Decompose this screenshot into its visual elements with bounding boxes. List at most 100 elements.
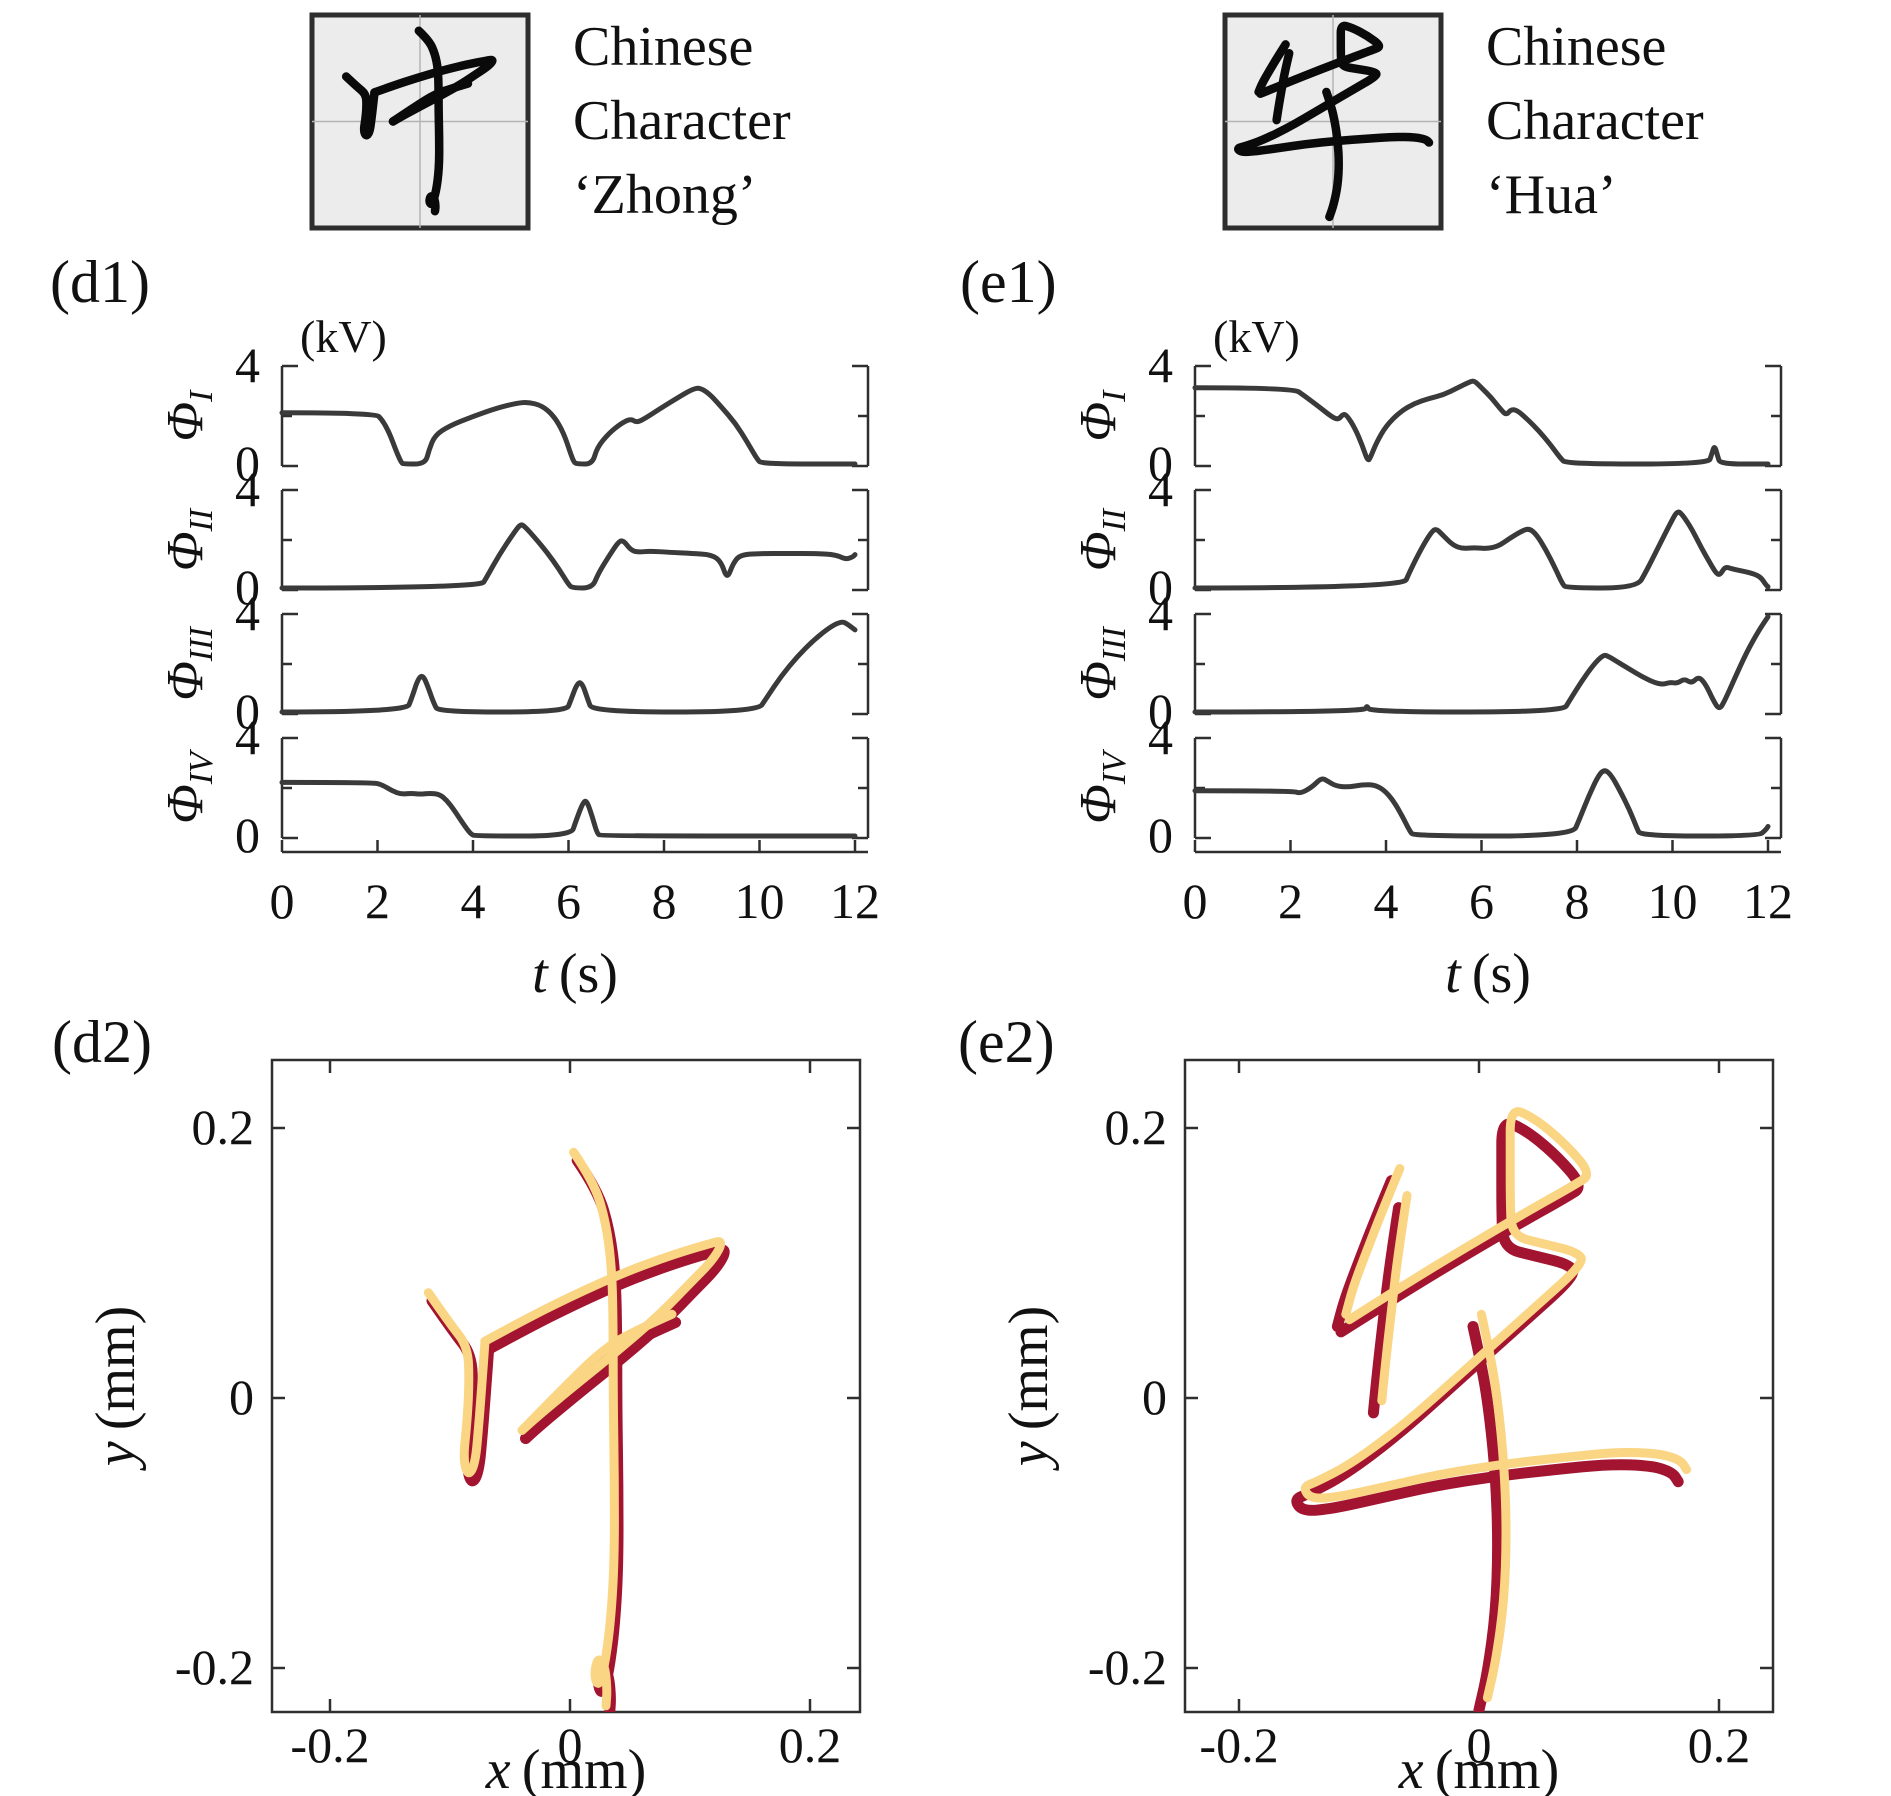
y-tick-label: 4 [1148,461,1173,517]
handwriting-stroke [1300,1107,1692,1503]
x-tick-label: 0.2 [779,1717,842,1773]
y-tick-label: 0 [235,435,260,491]
y-tick-label: 0 [235,807,260,863]
x-tick-label: 12 [1743,873,1793,929]
y-axis-label: y (mm) [998,1306,1060,1471]
x-tick-label: 6 [1469,873,1494,929]
x-axis-label: t (s) [1445,943,1531,1005]
x-tick-label: 4 [1374,873,1399,929]
handwriting-stroke [1367,1202,1405,1419]
handwriting-stroke [480,1237,726,1435]
y-tick-label: 0 [1142,1369,1167,1425]
character-stroke [1322,87,1343,222]
panel-label-d2: (d2) [52,1009,152,1075]
character-stroke [1234,21,1434,157]
y-tick-label: -0.2 [175,1639,254,1695]
character-sample-box-hua [1222,12,1444,231]
y-axis-label: ΦI [157,389,220,442]
trajectory-plot-e2: -0.2 0 0.2 -0.2 0 0.2 x (mm) y (mm) [998,1058,1775,1796]
y-tick-label: 0 [229,1369,254,1425]
y-tick-label: 0 [1148,683,1173,739]
voltage-curve-d1-II [279,522,858,591]
voltage-curve-d1-IV [279,779,858,839]
y-tick-label: 4 [235,461,260,517]
unit-label: (kV) [300,311,387,362]
voltage-curve-e1-I [1192,378,1771,467]
x-tick-label: 6 [556,873,581,929]
x-axis-label: x (mm) [485,1739,646,1796]
handwriting-stroke [1377,1191,1412,1406]
y-tick-label: 0.2 [192,1099,255,1155]
character-stroke [1272,48,1294,125]
y-axis-label: ΦII [1070,507,1133,571]
x-tick-label: 2 [1278,873,1303,929]
y-tick-label: 0 [235,683,260,739]
caption-line: Character [1486,90,1704,152]
caption-line: ‘Hua’ [1486,164,1617,226]
voltage-curve-d1-III [279,619,858,715]
panel-label-d1: (d1) [50,249,150,315]
trajectory-plot-d2: -0.2 0 0.2 -0.2 0 0.2 x (mm) y (mm) [85,1058,862,1796]
trace-layer [1291,1107,1692,1712]
x-tick-label: 0 [1467,1717,1492,1773]
handwriting-stroke [569,1147,619,1711]
x-axis-label: x (mm) [1398,1739,1559,1796]
x-tick-label: -0.2 [290,1717,369,1773]
character-stroke [414,26,444,216]
y-axis-label: ΦII [157,507,220,571]
x-tick-label: 0 [1183,873,1208,929]
y-axis-label: ΦIII [1070,626,1133,701]
header-caption-hua: Chinese Character ‘Hua’ [1486,10,1704,232]
x-tick-label: 8 [652,873,677,929]
x-tick-label: 8 [1565,873,1590,929]
y-axis-label: ΦIV [157,748,220,824]
handwriting-stroke [1341,1164,1405,1319]
voltage-curve-e1-IV [1192,768,1771,839]
handwriting-stroke [423,1288,490,1478]
y-axis-label: ΦIII [157,626,220,701]
handwriting-stroke [1467,1320,1504,1712]
y-tick-label: 4 [1148,337,1173,393]
y-tick-label: 4 [1148,709,1173,765]
x-tick-label: 0 [270,873,295,929]
character-stroke [341,72,379,140]
x-tick-label: -0.2 [1199,1717,1278,1773]
panel-label-e1: (e1) [960,249,1057,315]
voltage-curve-d1-I [279,385,858,467]
handwriting-stroke [517,1309,677,1435]
x-tick-label: 2 [365,873,390,929]
x-tick-label: 10 [735,873,785,929]
character-sample-box-zhong [309,12,531,231]
x-tick-label: 10 [1648,873,1698,929]
y-tick-label: 4 [235,337,260,393]
y-tick-label: 4 [235,709,260,765]
trace-layer [423,1147,730,1712]
x-tick-label: 12 [830,873,880,929]
handwriting-stroke [1476,1309,1511,1703]
y-tick-label: 0 [235,559,260,615]
x-tick-label: 0 [558,1717,583,1773]
y-axis-label: ΦI [1070,389,1133,442]
y-tick-label: 0 [1148,435,1173,491]
y-tick-label: 4 [235,585,260,641]
y-tick-label: -0.2 [1088,1639,1167,1695]
voltage-curve-e1-II [1192,509,1771,591]
y-axis-label: y (mm) [85,1306,147,1471]
y-axis-label: ΦIV [1070,748,1133,824]
x-tick-label: 0.2 [1688,1717,1751,1773]
voltage-curve-e1-III [1192,614,1771,715]
y-tick-label: 4 [1148,585,1173,641]
y-tick-label: 0 [1148,807,1173,863]
caption-line: Chinese [573,16,754,78]
panel-label-e2: (e2) [958,1009,1055,1075]
caption-line: ‘Zhong’ [573,164,757,226]
y-tick-label: 0 [1148,559,1173,615]
caption-line: Chinese [1486,16,1667,78]
y-tick-label: 0.2 [1105,1099,1168,1155]
header-caption-zhong: Chinese Character ‘Zhong’ [573,10,791,232]
unit-label: (kV) [1213,311,1300,362]
